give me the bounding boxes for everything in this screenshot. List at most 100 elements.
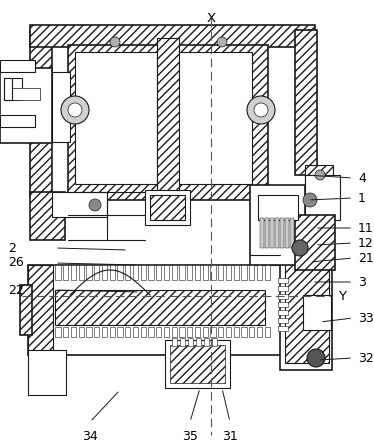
Circle shape (61, 96, 89, 124)
Bar (52, 72, 70, 142)
Bar (218, 265, 223, 280)
Bar (0, 68, 52, 143)
Bar (278, 302, 288, 307)
Circle shape (292, 240, 308, 256)
Bar (226, 265, 231, 280)
Bar (280, 255, 332, 370)
Bar (278, 294, 288, 299)
Bar (94, 327, 99, 337)
Bar (63, 265, 68, 280)
Bar (303, 295, 331, 330)
Bar (172, 265, 177, 280)
Bar (28, 265, 53, 355)
Bar (265, 265, 270, 280)
Bar (71, 327, 76, 337)
Bar (125, 265, 130, 280)
Bar (195, 265, 200, 280)
Bar (55, 290, 265, 325)
Text: 33: 33 (358, 311, 374, 325)
Bar (156, 327, 161, 337)
Bar (278, 318, 288, 323)
Bar (305, 175, 340, 220)
Text: 34: 34 (82, 430, 98, 443)
Bar (257, 327, 262, 337)
Bar (75, 52, 157, 184)
Bar (180, 338, 185, 346)
Bar (71, 265, 76, 280)
Bar (0, 60, 35, 72)
Bar (278, 326, 288, 331)
Bar (30, 25, 315, 47)
Bar (295, 215, 335, 270)
Bar (170, 345, 225, 383)
Bar (28, 350, 66, 395)
Bar (172, 327, 177, 337)
Bar (211, 327, 215, 337)
Bar (117, 265, 123, 280)
Bar (110, 265, 115, 280)
Bar (102, 265, 107, 280)
Circle shape (307, 349, 325, 367)
Bar (133, 327, 138, 337)
Text: 4: 4 (358, 171, 366, 184)
Bar (305, 165, 333, 225)
Circle shape (68, 103, 82, 117)
Bar (265, 327, 270, 337)
Bar (55, 327, 61, 337)
Text: Y: Y (338, 289, 346, 303)
Bar (265, 218, 269, 248)
Bar (295, 30, 317, 175)
Bar (270, 218, 274, 248)
Text: 26: 26 (8, 256, 24, 269)
Bar (275, 218, 279, 248)
Bar (242, 327, 246, 337)
Circle shape (110, 37, 120, 47)
Bar (278, 286, 288, 291)
Text: 22: 22 (8, 284, 24, 296)
Bar (203, 265, 208, 280)
Circle shape (247, 96, 275, 124)
Bar (249, 327, 254, 337)
Bar (157, 38, 179, 213)
Bar (102, 327, 107, 337)
Bar (172, 338, 177, 346)
Bar (63, 327, 68, 337)
Text: 2: 2 (8, 241, 16, 254)
Bar (164, 327, 169, 337)
Bar (290, 218, 294, 248)
Bar (204, 338, 209, 346)
Text: 11: 11 (358, 222, 374, 234)
Bar (249, 265, 254, 280)
Bar (285, 218, 289, 248)
Bar (187, 327, 192, 337)
Bar (148, 265, 154, 280)
Circle shape (217, 37, 227, 47)
Bar (278, 310, 288, 315)
Circle shape (254, 103, 268, 117)
Bar (218, 327, 223, 337)
Bar (110, 327, 115, 337)
Bar (188, 338, 193, 346)
Bar (156, 265, 161, 280)
Bar (10, 88, 40, 100)
Text: 32: 32 (358, 351, 374, 365)
Bar (187, 265, 192, 280)
Bar (79, 265, 84, 280)
Bar (250, 185, 305, 265)
Bar (79, 327, 84, 337)
Bar (20, 285, 32, 335)
Bar (68, 45, 268, 200)
Bar (117, 327, 123, 337)
Bar (278, 278, 288, 283)
Bar (212, 338, 217, 346)
Circle shape (315, 170, 325, 180)
Bar (4, 78, 22, 100)
Bar (280, 218, 284, 248)
Bar (145, 190, 190, 225)
Bar (203, 327, 208, 337)
Text: 3: 3 (358, 276, 366, 288)
Bar (4, 78, 12, 100)
Bar (86, 327, 92, 337)
Circle shape (303, 193, 317, 207)
Bar (285, 263, 329, 363)
